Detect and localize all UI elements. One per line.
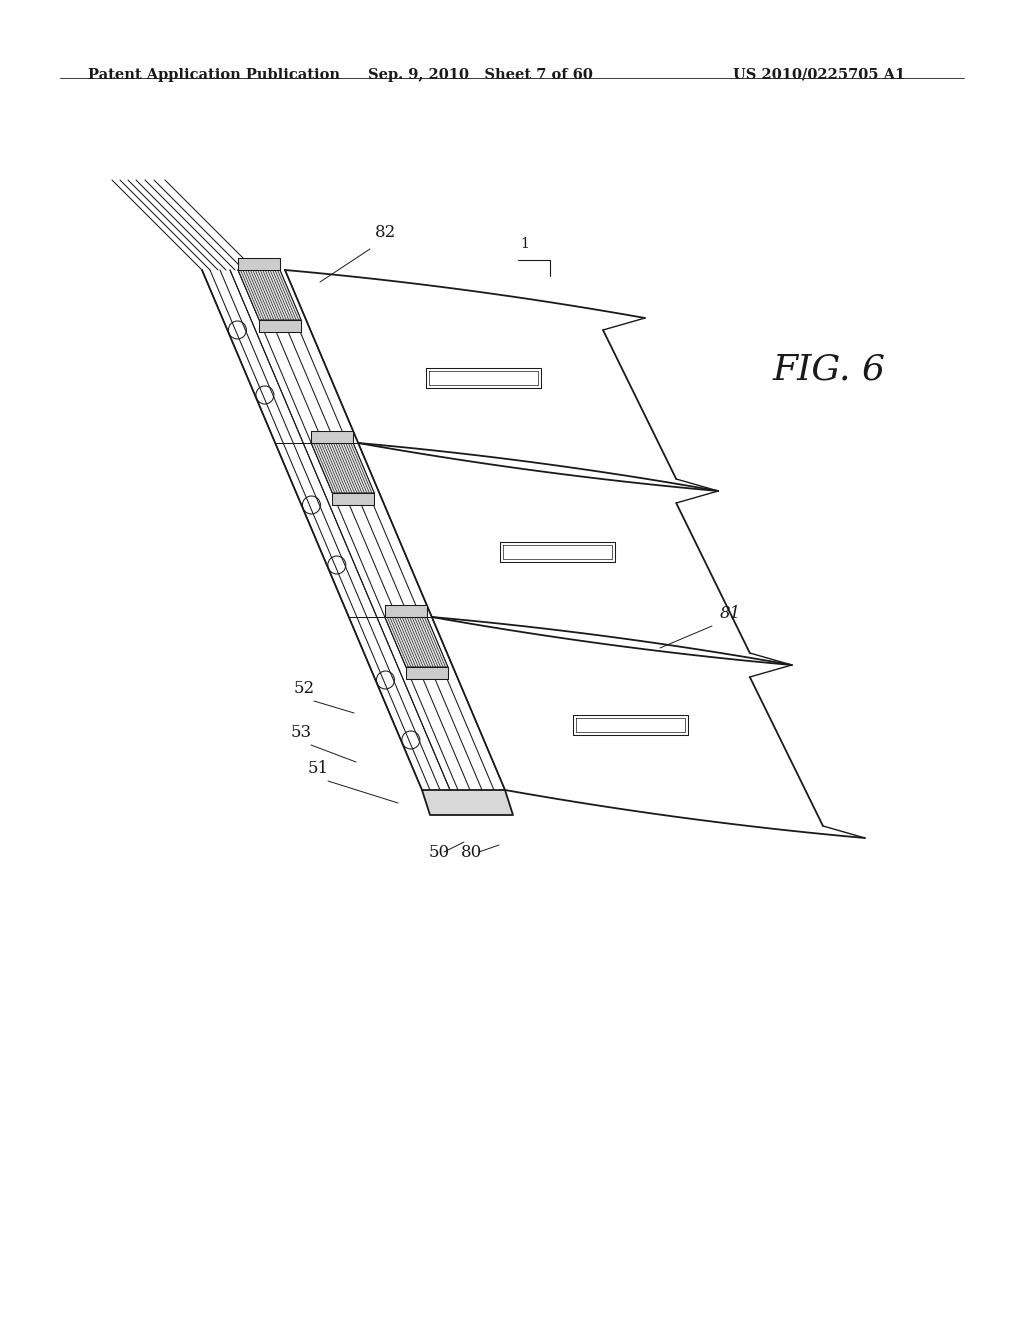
Text: Patent Application Publication: Patent Application Publication bbox=[88, 69, 340, 82]
Polygon shape bbox=[432, 616, 865, 838]
Text: Sep. 9, 2010   Sheet 7 of 60: Sep. 9, 2010 Sheet 7 of 60 bbox=[368, 69, 593, 82]
Text: US 2010/0225705 A1: US 2010/0225705 A1 bbox=[733, 69, 905, 82]
Text: 82: 82 bbox=[375, 224, 396, 242]
Polygon shape bbox=[202, 271, 505, 789]
Text: 80: 80 bbox=[461, 843, 482, 861]
Polygon shape bbox=[259, 319, 301, 333]
Polygon shape bbox=[311, 444, 375, 492]
Polygon shape bbox=[426, 368, 541, 388]
Polygon shape bbox=[358, 444, 792, 665]
Polygon shape bbox=[333, 492, 375, 506]
Text: 52: 52 bbox=[294, 680, 315, 697]
Polygon shape bbox=[385, 605, 427, 616]
Text: 53: 53 bbox=[291, 723, 312, 741]
Text: FIG. 6: FIG. 6 bbox=[773, 352, 886, 387]
Text: 50: 50 bbox=[429, 843, 451, 861]
Text: 1: 1 bbox=[520, 238, 528, 251]
Polygon shape bbox=[500, 541, 614, 561]
Text: 51: 51 bbox=[308, 760, 329, 777]
Polygon shape bbox=[385, 616, 447, 667]
Polygon shape bbox=[238, 257, 280, 271]
Polygon shape bbox=[406, 667, 447, 678]
Polygon shape bbox=[572, 715, 688, 735]
Polygon shape bbox=[285, 271, 718, 491]
Polygon shape bbox=[422, 789, 513, 814]
Polygon shape bbox=[238, 271, 301, 319]
Text: 81: 81 bbox=[720, 605, 741, 622]
Polygon shape bbox=[311, 432, 353, 444]
